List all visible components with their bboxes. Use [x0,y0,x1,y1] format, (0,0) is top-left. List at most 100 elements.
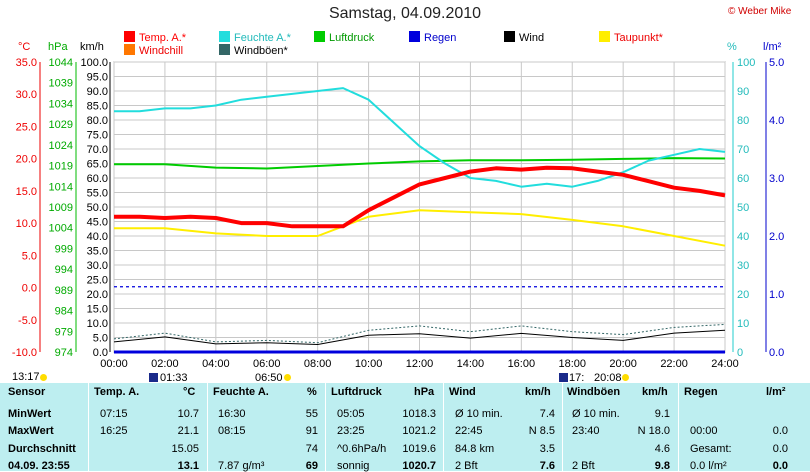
humidity-tick-label: 10 [737,318,749,330]
wind-time: 2 Bft [455,460,478,472]
wind-tick-label: 30.0 [87,260,108,272]
wind-tick-label: 95.0 [87,72,108,84]
x-tick-label: 12:00 [406,358,434,370]
wind-tick-label: 20.0 [87,289,108,301]
x-tick-label: 10:00 [355,358,383,370]
legend-temp: Temp. A.* [124,31,186,44]
sun-icon [40,374,47,381]
gust-value: N 18.0 [637,425,670,437]
hdr-rain-unit: l/m² [766,386,786,398]
stats-row-label: 04.09. 23:55 [8,460,70,472]
rain-tick-label: 2.0 [769,231,784,243]
hum-value: 74 [305,443,318,455]
wind-tick-label: 60.0 [87,173,108,185]
temp-unit: °C [18,41,31,53]
pressure-tick-label: 1024 [49,140,73,152]
pressure-tick-label: 1044 [49,57,73,69]
temp-tick-label: 0.0 [22,283,37,295]
temp-value: 10.7 [177,408,199,420]
temp-tick-label: 30.0 [16,89,37,101]
hum-value: 91 [305,425,318,437]
hdr-gust-unit: km/h [642,386,668,398]
hdr-press: Luftdruck [331,386,382,398]
legend-label: Windchill [139,45,184,57]
pressure-unit: hPa [48,41,68,53]
press-value: 1021.2 [402,425,436,437]
x-tick-label: 00:00 [100,358,128,370]
series-line-luftdruck [114,157,726,170]
hdr-temp: Temp. A. [94,386,140,398]
hdr-wind: Wind [449,386,476,398]
gust-value: 4.6 [654,443,670,455]
rain-time: 0.0 l/m² [690,460,727,472]
x-tick-label: 06:00 [253,358,281,370]
hdr-press-unit: hPa [414,386,435,398]
wind-tick-label: 40.0 [87,231,108,243]
humidity-tick-label: 50 [737,202,749,214]
press-value: 1020.7 [402,460,436,472]
wind-value: 7.6 [539,460,555,472]
rain-time: Gesamt: [690,443,732,455]
humidity-tick-label: 70 [737,144,749,156]
time-mark-left: 13:17 [12,371,40,383]
wind-tick-label: 85.0 [87,101,108,113]
rain-value: 0.0 [772,425,788,437]
temp-tick-label: -10.0 [12,347,37,359]
series-line-windben [113,323,726,344]
wind-value: 7.4 [539,408,555,420]
wind-time: 84.8 km [455,443,495,455]
humidity-tick-label: 40 [737,231,749,243]
x-tick-label: 02:00 [151,358,179,370]
pressure-tick-label: 1019 [49,161,73,173]
rain-tick-label: 1.0 [769,289,784,301]
hdr-hum-unit: % [307,386,317,398]
legend-rain: Regen [409,31,456,44]
hum-value: 69 [305,460,318,472]
wind-tick-label: 5.0 [93,333,108,345]
humidity-tick-label: 60 [737,173,749,185]
temp-value: 13.1 [177,460,199,472]
chart-series [113,87,726,354]
temp-tick-label: 20.0 [16,154,37,166]
wind-tick-label: 15.0 [87,304,108,316]
wind-tick-label: 75.0 [87,130,108,142]
x-tick-label: 14:00 [457,358,485,370]
rain-tick-label: 0.0 [769,347,784,359]
pressure-tick-label: 1014 [49,181,73,193]
press-value: 1018.3 [402,408,436,420]
rain-tick-label: 5.0 [769,57,784,69]
humidity-tick-label: 100 [737,57,755,69]
wind-tick-label: 45.0 [87,217,108,229]
press-time: 05:05 [337,408,365,420]
temp-tick-label: 35.0 [16,57,37,69]
legend-swatch [124,44,135,55]
gust-time: 23:40 [572,425,600,437]
legend-label: Luftdruck [329,32,375,44]
sunset-time: 17: [569,372,585,384]
hdr-rain: Regen [684,386,718,398]
humidity-tick-label: 20 [737,289,749,301]
legend-swatch [599,31,610,42]
rain-value: 0.0 [772,460,788,472]
pressure-tick-label: 974 [55,347,73,359]
hdr-gust: Windböen [567,386,621,398]
rain-unit: l/m² [763,41,782,53]
hum-time: 16:30 [218,408,246,420]
wind-value: 3.5 [539,443,555,455]
temp-time: 16:25 [100,425,128,437]
pressure-tick-label: 1034 [49,98,73,110]
legend-swatch [124,31,135,42]
temp-tick-label: 25.0 [16,121,37,133]
pressure-tick-label: 984 [55,306,73,318]
x-tick-label: 18:00 [558,358,586,370]
sun-icon [622,374,629,381]
hum-time: 7.87 g/m³ [218,460,265,472]
wind-tick-label: 70.0 [87,144,108,156]
pressure-tick-label: 979 [55,326,73,338]
pressure-tick-label: 1029 [49,119,73,131]
legend-label: Temp. A.* [139,32,187,44]
temp-tick-label: 10.0 [16,218,37,230]
wind-tick-label: 10.0 [87,318,108,330]
wind-tick-label: 55.0 [87,188,108,200]
stats-table: Sensor Temp. A. °C Feuchte A. % Luftdruc… [0,383,810,472]
